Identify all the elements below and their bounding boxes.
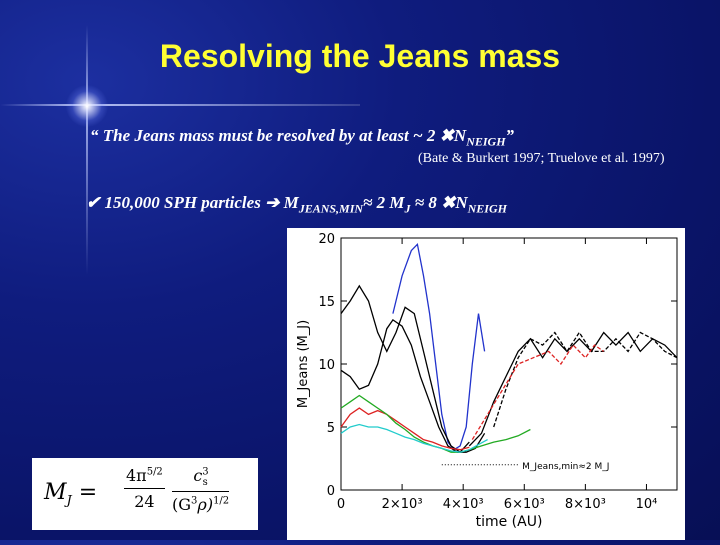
bullet-n-label: N xyxy=(455,193,468,212)
den-g-exp: 3 xyxy=(191,495,198,507)
jeans-mass-formula: MJ = 4π5/2 24 c3s (G3ρ)1/2 xyxy=(32,458,258,530)
coeff-num: 4π xyxy=(126,466,147,485)
arrow-right-icon: ➔ xyxy=(265,193,280,212)
frac-denominator: (G3ρ)1/2 xyxy=(172,492,229,514)
x-tick-label: 2×10³ xyxy=(382,497,423,512)
x-tick-label: 6×10³ xyxy=(504,497,545,512)
reference-citation: (Bate & Burkert 1997; Truelove et al. 19… xyxy=(418,151,665,166)
bullet-text: 150,000 SPH particles xyxy=(104,193,261,212)
formula-m: M xyxy=(44,480,67,505)
jeans-quote: “ The Jeans mass must be resolved by at … xyxy=(90,126,514,149)
bullet-n-sub: NEIGH xyxy=(467,201,507,216)
mj-sub: J xyxy=(404,201,411,216)
den-rho: ρ) xyxy=(197,495,214,515)
frac-numerator: c3s xyxy=(172,466,230,493)
series-line xyxy=(340,423,488,453)
den-exp: 1/2 xyxy=(213,495,230,507)
coeff-numerator: 4π5/2 xyxy=(124,466,165,489)
series-line xyxy=(468,331,678,447)
cs-sub: s xyxy=(202,477,208,489)
approx-eight: ≈ 8 xyxy=(410,193,437,212)
formula-m-sub: J xyxy=(66,493,72,509)
times-icon: ✖ xyxy=(441,193,456,212)
series-line xyxy=(340,407,470,451)
approx-two-mj: ≈ 2 M xyxy=(363,193,405,212)
series-line xyxy=(493,331,678,428)
coeff-num-exp: 5/2 xyxy=(146,466,163,478)
plot-frame xyxy=(340,237,678,491)
jeans-mass-plot: 0 2×10³ 4×10³ 6×10³ 8×10³ 10⁴ 0 5 10 15 20 time (AU… xyxy=(287,228,685,540)
x-tick-label: 10⁴ xyxy=(636,497,658,512)
flare-vertical-streak xyxy=(86,25,88,275)
y-tick-label: 20 xyxy=(318,232,335,247)
quote-text: “ The Jeans mass must be resolved by at … xyxy=(90,126,436,145)
check-icon: ✔ xyxy=(86,193,101,212)
x-tick-label: 8×10³ xyxy=(565,497,606,512)
y-axis-label: M_Jeans (M_J) xyxy=(296,320,311,408)
jeans-mass-chart: 0 2×10³ 4×10³ 6×10³ 8×10³ 10⁴ 0 5 10 15 20 time (AU… xyxy=(296,232,678,530)
flare-star-icon xyxy=(66,85,108,127)
cs-symbol: c xyxy=(193,466,203,485)
x-tick-label: 4×10³ xyxy=(443,497,484,512)
y-tick-label: 15 xyxy=(318,295,335,310)
series-line xyxy=(471,344,605,440)
quote-n-sub: NEIGH xyxy=(466,134,506,149)
series-line xyxy=(392,242,486,451)
formula-equals: = xyxy=(78,480,98,505)
y-tick-label: 5 xyxy=(327,421,335,436)
den-g: (G xyxy=(172,495,192,515)
coeff-denominator: 24 xyxy=(134,492,155,511)
particles-bullet: ✔ 150,000 SPH particles ➔ MJEANS,MIN≈ 2 … xyxy=(86,193,507,216)
mjeans-sub: JEANS,MIN xyxy=(298,201,364,216)
series-line xyxy=(340,284,470,454)
formula-fraction: c3s (G3ρ)1/2 xyxy=(172,466,230,514)
formula-coefficient: 4π5/2 24 xyxy=(124,466,165,511)
x-axis-label: time (AU) xyxy=(476,514,543,530)
y-tick-label: 10 xyxy=(318,358,335,373)
y-tick-label: 0 xyxy=(327,484,335,499)
annotation-label: M_Jeans,min≈2 M_J xyxy=(522,462,609,472)
formula-lhs: MJ = xyxy=(44,480,97,508)
times-icon: ✖ xyxy=(439,126,454,145)
flare-horizontal-streak xyxy=(0,104,360,106)
x-tick-label: 0 xyxy=(337,497,345,512)
cs-exp: 3 xyxy=(202,466,209,478)
quote-close: ” xyxy=(505,126,515,145)
quote-n-label: N xyxy=(453,126,467,145)
slide-title: Resolving the Jeans mass xyxy=(159,38,561,74)
mjeans-label: M xyxy=(283,193,299,212)
